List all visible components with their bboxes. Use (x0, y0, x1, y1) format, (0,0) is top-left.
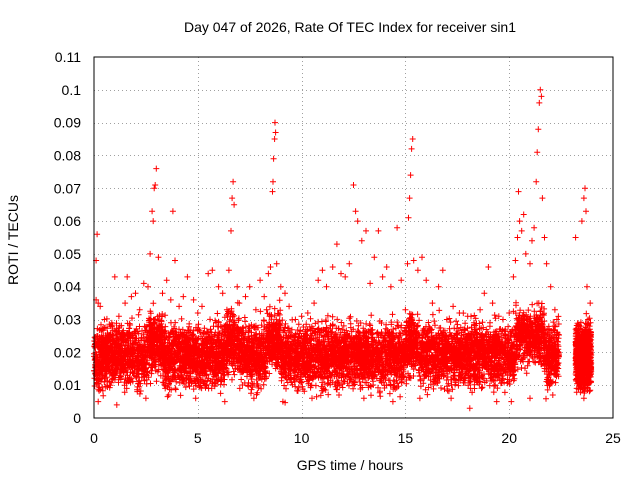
chart-title: Day 047 of 2026, Rate Of TEC Index for r… (184, 19, 516, 35)
y-tick-label: 0.03 (54, 312, 81, 328)
x-axis-label: GPS time / hours (297, 457, 404, 473)
x-tick-labels: 0 5 10 15 20 25 (90, 430, 621, 446)
y-tick-label: 0.06 (54, 213, 81, 229)
plot-frame (93, 56, 614, 419)
y-tick-labels: 0 0.01 0.02 0.03 0.04 0.05 0.06 0.07 0.08 0.09 0.1… (54, 49, 81, 426)
y-tick-label: 0.02 (54, 344, 81, 360)
y-tick-label: 0.11 (55, 49, 81, 65)
data-points (91, 86, 595, 412)
x-tick-label: 15 (398, 430, 414, 446)
y-tick-label: 0.05 (54, 246, 81, 262)
y-tick-label: 0.08 (54, 147, 81, 163)
y-tick-label: 0.01 (54, 377, 81, 393)
y-tick-label: 0.04 (54, 279, 81, 295)
y-tick-label: 0.1 (62, 82, 82, 98)
scatter-points (91, 86, 595, 412)
y-tick-label: 0 (73, 410, 81, 426)
x-tick-label: 10 (294, 430, 310, 446)
y-tick-label: 0.09 (54, 115, 81, 131)
y-tick-label: 0.07 (54, 180, 81, 196)
x-tick-label: 20 (501, 430, 517, 446)
x-tick-label: 0 (90, 430, 98, 446)
y-axis-label: ROTI / TECUs (5, 195, 21, 285)
x-tick-label: 5 (194, 430, 202, 446)
x-tick-label: 25 (605, 430, 621, 446)
